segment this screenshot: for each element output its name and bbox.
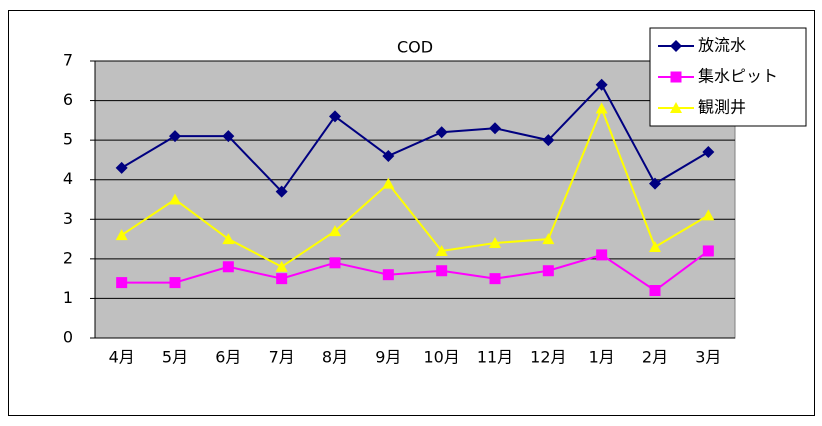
x-tick-label: 12月 bbox=[530, 348, 566, 367]
marker bbox=[169, 193, 181, 205]
y-tick-label: 7 bbox=[63, 51, 73, 70]
marker bbox=[649, 177, 661, 190]
x-tick-label: 9月 bbox=[375, 348, 401, 367]
series-line bbox=[121, 250, 709, 292]
x-tick-label: 3月 bbox=[695, 348, 721, 367]
legend-label: 集水ピット bbox=[698, 67, 778, 86]
x-tick-label: 1月 bbox=[589, 348, 615, 367]
y-tick-label: 1 bbox=[63, 288, 73, 307]
marker bbox=[435, 126, 448, 139]
marker bbox=[222, 233, 235, 245]
marker bbox=[115, 229, 128, 241]
marker bbox=[489, 237, 501, 249]
marker bbox=[649, 285, 661, 297]
x-tick-label: 2月 bbox=[642, 348, 668, 367]
marker bbox=[596, 249, 608, 261]
chart-title: COD bbox=[397, 38, 433, 57]
x-tick-label: 7月 bbox=[269, 348, 295, 367]
marker bbox=[595, 102, 608, 114]
marker bbox=[275, 185, 288, 198]
marker bbox=[595, 78, 608, 91]
marker bbox=[382, 177, 395, 189]
marker bbox=[702, 245, 714, 257]
x-tick-label: 11月 bbox=[477, 348, 513, 367]
marker bbox=[222, 130, 235, 143]
y-tick-label: 4 bbox=[63, 169, 73, 188]
marker bbox=[542, 265, 554, 277]
plot-area bbox=[94, 60, 736, 339]
x-tick-label: 6月 bbox=[215, 348, 241, 367]
marker bbox=[116, 277, 128, 289]
legend-label: 観測井 bbox=[698, 98, 746, 117]
marker bbox=[702, 146, 715, 159]
marker bbox=[275, 260, 288, 272]
marker bbox=[670, 102, 682, 113]
marker bbox=[276, 273, 288, 285]
y-tick-label: 2 bbox=[63, 248, 73, 267]
marker bbox=[670, 40, 682, 52]
marker bbox=[670, 71, 682, 83]
series-line bbox=[121, 105, 709, 268]
marker bbox=[542, 134, 555, 147]
y-tick-label: 6 bbox=[63, 90, 73, 109]
y-tick-label: 3 bbox=[63, 209, 73, 228]
marker bbox=[329, 225, 341, 237]
marker bbox=[436, 265, 448, 277]
marker bbox=[115, 161, 128, 174]
marker bbox=[329, 257, 341, 269]
y-tick-label: 5 bbox=[63, 130, 73, 149]
marker bbox=[222, 261, 234, 273]
marker bbox=[169, 130, 181, 143]
x-tick-label: 4月 bbox=[109, 348, 135, 367]
marker bbox=[489, 122, 501, 135]
x-tick-label: 10月 bbox=[423, 348, 459, 367]
marker bbox=[382, 149, 395, 162]
marker bbox=[489, 273, 501, 285]
y-tick-label: 0 bbox=[63, 328, 73, 347]
marker bbox=[702, 209, 715, 221]
marker bbox=[382, 269, 394, 281]
x-tick-label: 8月 bbox=[322, 348, 348, 367]
marker bbox=[542, 233, 555, 245]
series-line bbox=[121, 83, 709, 194]
legend-label: 放流水 bbox=[698, 36, 746, 55]
marker bbox=[169, 277, 181, 289]
marker bbox=[649, 240, 661, 252]
marker bbox=[435, 244, 448, 256]
x-tick-label: 5月 bbox=[162, 348, 188, 367]
marker bbox=[329, 110, 341, 123]
